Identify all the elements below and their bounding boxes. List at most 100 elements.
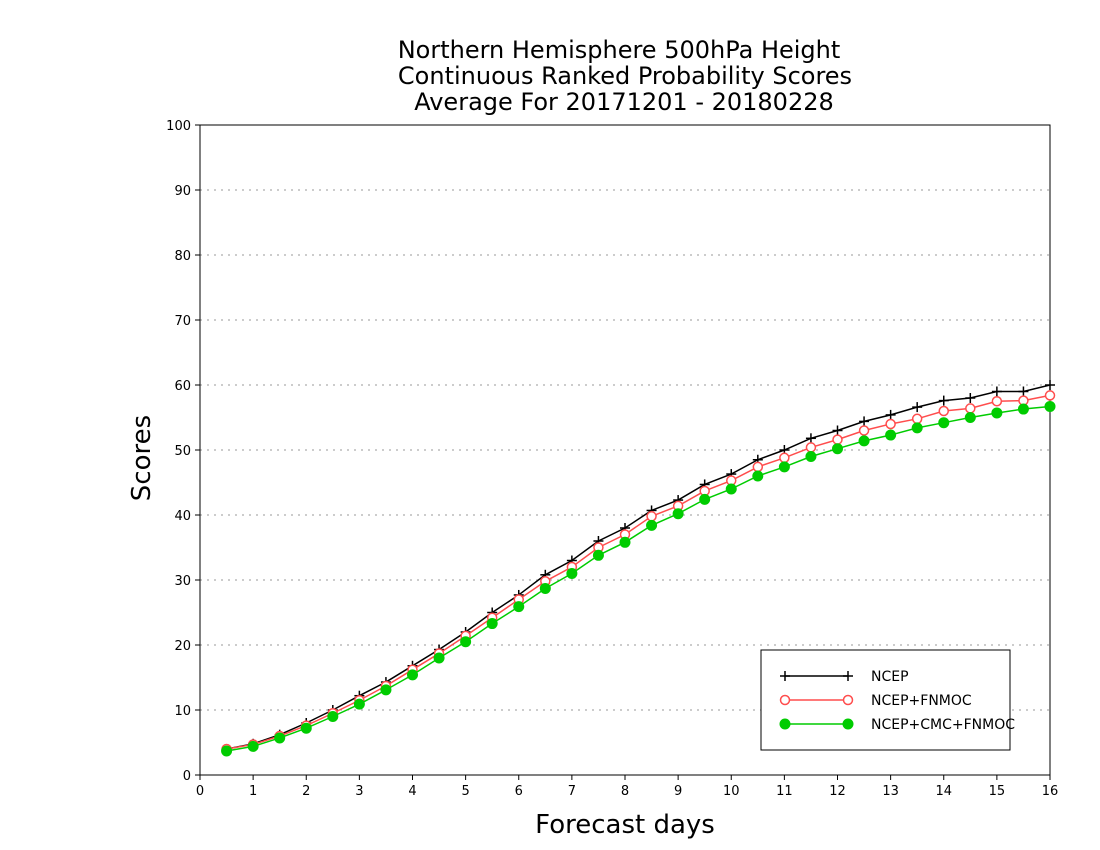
- data-point: [912, 402, 923, 413]
- data-point: [1045, 380, 1055, 390]
- series-line: [226, 384, 1051, 750]
- x-tick-label: 15: [989, 784, 1006, 799]
- data-point: [407, 669, 418, 681]
- data-point: [247, 740, 259, 752]
- legend-label: NCEP: [871, 669, 909, 685]
- y-tick-label: 80: [174, 249, 191, 264]
- x-tick-label: 4: [408, 784, 416, 799]
- y-tick-label: 90: [174, 184, 191, 199]
- data-point: [885, 418, 896, 430]
- y-axis-label: Scores: [127, 415, 157, 501]
- data-point: [991, 396, 1003, 407]
- x-tick-label: 1: [249, 784, 257, 799]
- data-point: [619, 536, 631, 548]
- x-tick-label: 13: [882, 784, 899, 799]
- data-point: [778, 461, 790, 473]
- data-point: [752, 461, 764, 473]
- data-point: [858, 425, 870, 436]
- x-tick-label: 7: [568, 784, 576, 799]
- y-axis-ticks: 0 10 20 30 40 50 60 70 80 90 100: [166, 119, 200, 784]
- data-point: [221, 745, 233, 757]
- data-point: [832, 443, 843, 455]
- legend: NCEP NCEP+FNMOC NCEP+CMC+FNMOC: [760, 649, 1015, 751]
- legend-label: NCEP+CMC+FNMOC: [871, 717, 1015, 733]
- legend-marker: [843, 671, 853, 681]
- data-point: [858, 435, 870, 447]
- data-point: [1044, 400, 1056, 412]
- x-tick-label: 3: [355, 784, 363, 799]
- x-tick-label: 12: [829, 784, 846, 799]
- x-tick-label: 2: [302, 784, 310, 799]
- data-point: [646, 511, 657, 522]
- data-point: [938, 395, 949, 406]
- y-tick-label: 70: [174, 314, 191, 329]
- data-point: [885, 429, 897, 441]
- data-point: [832, 425, 843, 436]
- legend-label: NCEP+FNMOC: [871, 693, 972, 709]
- y-tick-label: 40: [174, 509, 191, 524]
- y-tick-label: 50: [174, 444, 191, 459]
- data-point: [805, 442, 817, 453]
- data-point: [779, 452, 790, 464]
- data-point: [991, 386, 1002, 397]
- gridlines: [200, 189, 1050, 711]
- legend-marker: [779, 694, 791, 706]
- data-point: [805, 451, 817, 462]
- data-point: [885, 409, 896, 420]
- x-axis-label: Forecast days: [535, 810, 715, 840]
- data-point: [859, 416, 870, 427]
- data-point: [327, 711, 339, 722]
- x-tick-label: 9: [674, 784, 682, 799]
- x-axis-ticks: 0 1 2 3 4 5 6 7 8 9 10 11 12 13 14 15 16: [196, 775, 1058, 799]
- x-tick-label: 5: [461, 784, 469, 799]
- data-point: [433, 652, 445, 664]
- y-tick-label: 100: [166, 119, 191, 134]
- x-tick-label: 8: [621, 784, 629, 799]
- title-line-3: Average For 20171201 - 20180228: [414, 88, 834, 116]
- legend-entry-1: NCEP+FNMOC: [779, 693, 972, 709]
- data-point: [1017, 403, 1029, 415]
- data-point: [965, 403, 976, 414]
- data-point: [539, 582, 551, 594]
- legend-marker: [842, 694, 854, 706]
- x-tick-label: 0: [196, 784, 204, 799]
- data-point: [911, 422, 923, 434]
- legend-marker: [779, 718, 791, 730]
- y-tick-label: 10: [174, 704, 191, 719]
- data-point: [964, 412, 976, 423]
- data-point: [805, 433, 816, 444]
- legend-entry-2: NCEP+CMC+FNMOC: [779, 717, 1015, 733]
- series-group: [221, 380, 1056, 757]
- legend-marker: [842, 718, 854, 730]
- title-line-2: Continuous Ranked Probability Scores: [398, 62, 852, 90]
- data-point: [938, 417, 950, 429]
- data-point: [832, 434, 843, 445]
- title-line-1: Northern Hemisphere 500hPa Height: [398, 36, 841, 64]
- data-point: [460, 636, 472, 648]
- data-point: [752, 470, 764, 482]
- data-point: [592, 549, 604, 561]
- data-point: [1018, 386, 1029, 397]
- data-point: [965, 393, 976, 403]
- data-point: [380, 684, 392, 696]
- data-point: [646, 519, 658, 531]
- y-tick-label: 20: [174, 639, 191, 654]
- data-point: [699, 493, 711, 505]
- data-point: [1044, 390, 1056, 401]
- x-tick-label: 11: [776, 784, 793, 799]
- y-tick-label: 30: [174, 574, 191, 589]
- data-point: [300, 722, 312, 734]
- x-tick-label: 16: [1042, 784, 1059, 799]
- legend-entry-0: NCEP: [780, 669, 909, 685]
- data-point: [991, 407, 1003, 419]
- data-point: [566, 568, 578, 579]
- y-tick-label: 0: [183, 769, 191, 784]
- x-tick-label: 10: [723, 784, 740, 799]
- x-tick-label: 6: [515, 784, 523, 799]
- data-point: [274, 732, 286, 744]
- y-tick-label: 60: [174, 379, 191, 394]
- data-point: [911, 413, 923, 425]
- legend-marker: [780, 671, 790, 681]
- x-tick-label: 14: [935, 784, 952, 799]
